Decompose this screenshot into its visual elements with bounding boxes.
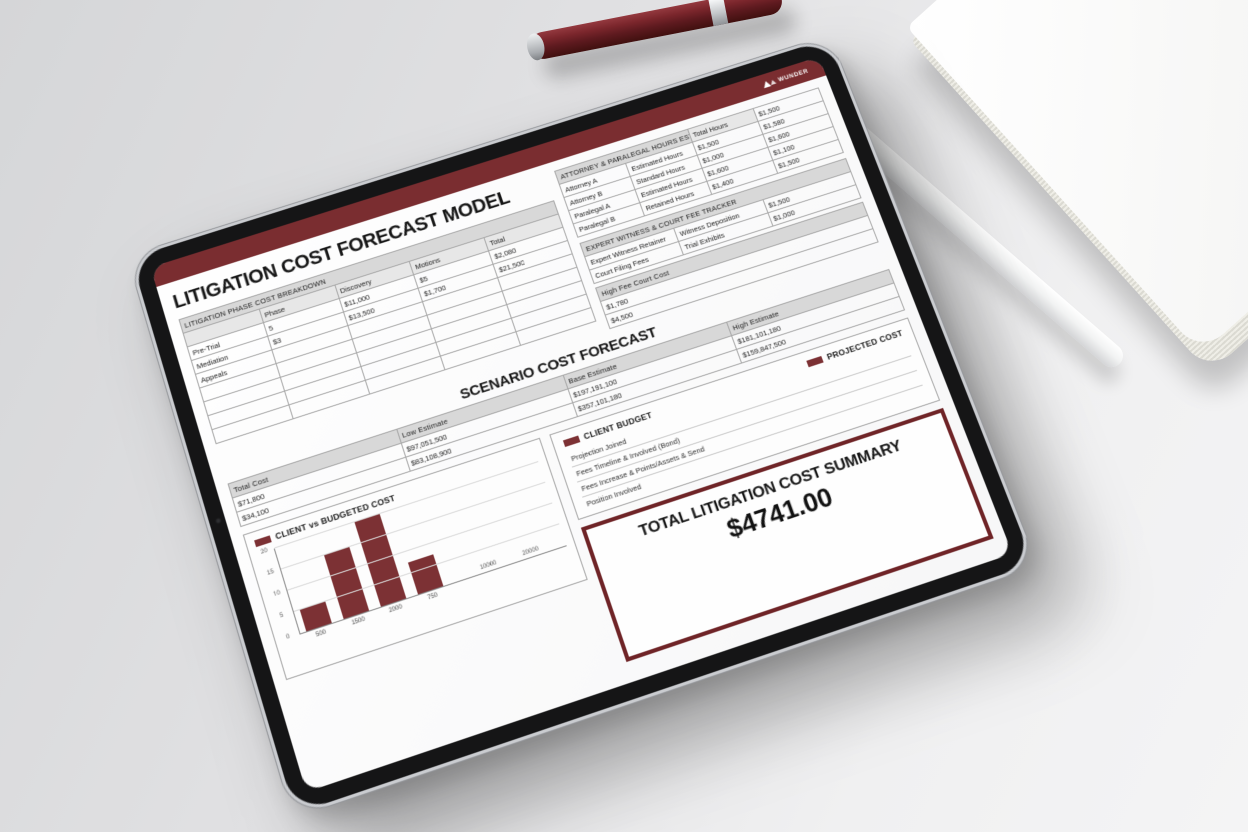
chart-legend-swatch-icon [253,534,272,547]
y-tick-label: 5 [279,612,285,620]
y-tick-label: 10 [272,590,282,599]
spreadsheet: LITIGATION COST FORECAST MODEL LITIGATIO… [156,75,1012,792]
brand-logo-text: WUNDER [777,67,810,83]
white-notepad [906,0,1248,355]
mountain-triangle-small-icon [769,78,777,85]
x-axis-extra-label: 10000 [479,560,498,572]
x-tick-label: 2000 [388,604,404,615]
x-tick-label: 500 [315,629,327,639]
bar [324,547,370,620]
y-tick-label: 15 [266,568,275,577]
y-tick-label: 20 [260,547,269,556]
x-axis-extra-label: 20000 [521,546,540,558]
x-tick-label: 1500 [351,616,366,627]
client-budget-swatch-icon [562,435,581,447]
y-tick-label: 0 [285,633,291,641]
maroon-pen [527,0,785,62]
x-tick-label: 750 [427,592,439,602]
projected-cost-swatch-icon [806,355,824,367]
front-camera-icon [214,517,223,525]
bar [407,554,444,595]
